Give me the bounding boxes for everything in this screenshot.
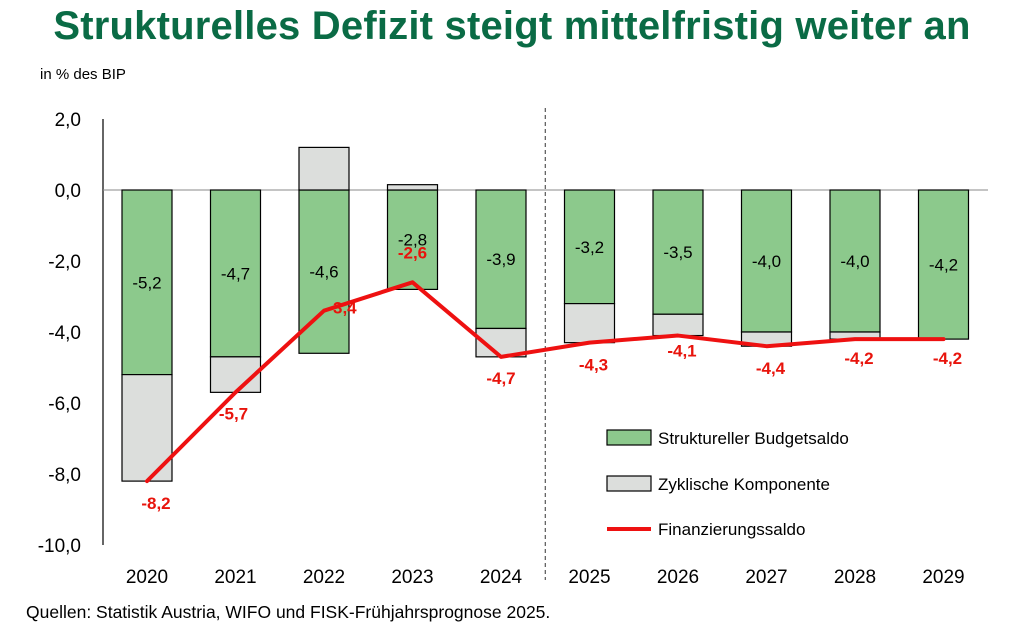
legend-label: Finanzierungssaldo: [658, 520, 805, 539]
y-tick-label: -6,0: [48, 394, 81, 415]
bar-value-label: -3,9: [486, 250, 515, 269]
bar-value-label: -3,5: [663, 243, 692, 262]
bar-value-label: -2,8: [398, 231, 427, 250]
line-value-label: -4,7: [486, 369, 515, 388]
bar-zyklische-komponente: [563, 303, 616, 344]
line-value-label: -2,6: [398, 243, 427, 262]
line-value-label: -3,4: [327, 299, 357, 318]
line-value-label: -8,2: [141, 494, 170, 513]
bar-struktureller-budgetsaldo: [475, 189, 527, 330]
bar-struktureller-budgetsaldo: [740, 189, 793, 333]
x-tick-label: 2026: [657, 567, 699, 588]
legend-swatch-zyklische-komponente: [606, 475, 652, 492]
bar-value-label: -4,0: [752, 252, 781, 271]
bar-struktureller-budgetsaldo: [917, 189, 970, 340]
line-value-label: -5,7: [219, 404, 248, 423]
bar-value-label: -5,2: [132, 273, 161, 292]
y-tick-label: -10,0: [38, 536, 81, 557]
y-axis-unit-label: in % des BIP: [40, 66, 126, 83]
line-value-label: -4,2: [933, 349, 962, 368]
bar-value-label: -4,2: [929, 256, 958, 275]
legend-label: Struktureller Budgetsaldo: [658, 429, 849, 448]
line-value-label: -4,1: [667, 342, 696, 361]
y-tick-label: 0,0: [55, 181, 81, 202]
x-tick-label: 2020: [126, 567, 168, 588]
bar-zyklische-komponente: [298, 146, 350, 191]
bars-group: [121, 146, 970, 482]
y-tick-label: -8,0: [48, 465, 81, 486]
x-tick-label: 2029: [922, 567, 964, 588]
x-tick-label: 2025: [568, 567, 610, 588]
bar-value-label: -4,0: [840, 252, 869, 271]
x-tick-label: 2027: [745, 567, 787, 588]
y-tick-label: 2,0: [55, 110, 81, 131]
bar-struktureller-budgetsaldo: [386, 189, 439, 291]
bar-struktureller-budgetsaldo: [652, 189, 704, 315]
x-tick-label: 2022: [303, 567, 345, 588]
y-tick-label: -2,0: [48, 252, 81, 273]
x-tick-label: 2028: [834, 567, 876, 588]
bar-struktureller-budgetsaldo: [563, 189, 616, 305]
bar-value-label: -3,2: [575, 238, 604, 257]
legend-swatch-struktureller-budgetsaldo: [606, 429, 652, 446]
legend-label: Zyklische Komponente: [658, 475, 830, 494]
line-finanzierungssaldo: [145, 280, 946, 484]
line-value-label: -4,4: [756, 359, 786, 378]
chart-title: Strukturelles Defizit steigt mittelfrist…: [53, 4, 971, 48]
bar-labels-group: -5,2 -4,7 -4,6 -2,8 -3,9 -3,2 -3,5 -4,0 -4,0 -4,2: [132, 231, 958, 293]
x-tick-label: 2023: [391, 567, 433, 588]
bar-struktureller-budgetsaldo: [829, 189, 881, 333]
bar-struktureller-budgetsaldo: [121, 189, 173, 376]
x-tick-label: 2021: [214, 567, 256, 588]
bar-zyklische-komponente: [386, 184, 439, 191]
source-note: Quellen: Statistik Austria, WIFO und FIS…: [26, 602, 551, 622]
x-tick-label: 2024: [480, 567, 523, 588]
line-value-label: -4,2: [844, 349, 873, 368]
line-value-label: -4,3: [579, 356, 608, 375]
bar-struktureller-budgetsaldo: [209, 189, 262, 358]
bar-value-label: -4,6: [309, 263, 338, 282]
line-group: -8,2 -5,7 -3,4 -2,6 -4,7 -4,3 -4,1 -4,4 -4,2 -4,2: [141, 243, 962, 513]
bar-zyklische-komponente: [652, 313, 704, 337]
bar-value-label: -4,7: [221, 264, 250, 283]
y-tick-label: -4,0: [48, 323, 81, 344]
legend: Struktureller Budgetsaldo Zyklische Kompo…: [606, 429, 849, 539]
axes-group: 2,0 0,0 -2,0 -4,0 -6,0 -8,0 -10,0 2020 2021 2022 2…: [38, 108, 988, 588]
